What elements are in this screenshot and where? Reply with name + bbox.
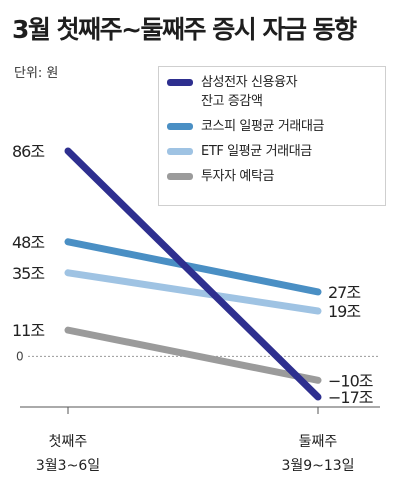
legend: 삼성전자 신용융자 잔고 증감액 코스피 일평균 거래대금 ETF 일평균 거래…	[158, 66, 386, 206]
value-label-start-kospi-volume: 48조	[12, 233, 44, 252]
legend-item-investor-deposit: 투자자 예탁금	[167, 167, 377, 186]
legend-item-samsung-margin: 삼성전자 신용융자 잔고 증감액	[167, 73, 377, 111]
zero-tick-label: 0	[16, 349, 24, 363]
series-line-etf-volume	[64, 269, 322, 315]
legend-label: 삼성전자 신용융자 잔고 증감액	[201, 75, 298, 109]
x-label-first: 첫째주	[49, 434, 88, 450]
legend-label: ETF 일평균 거래대금	[201, 144, 312, 159]
value-label-end-kospi-volume: 27조	[328, 283, 360, 302]
legend-swatch	[167, 148, 193, 155]
legend-label: 투자자 예탁금	[201, 169, 275, 184]
x-sublabel-first: 3월3~6일	[36, 458, 100, 474]
legend-swatch	[167, 79, 193, 86]
unit-label: 단위: 원	[14, 66, 59, 81]
value-label-start-investor-deposit: 11조	[12, 321, 44, 340]
value-label-start-samsung-margin: 86조	[12, 142, 44, 161]
legend-swatch	[167, 123, 193, 130]
chart-title: 3월 첫째주~둘째주 증시 자금 동향	[12, 15, 357, 44]
value-label-start-etf-volume: 35조	[12, 264, 44, 283]
value-label-end-etf-volume: 19조	[328, 302, 360, 321]
legend-item-etf-volume: ETF 일평균 거래대금	[167, 142, 377, 161]
legend-swatch	[167, 173, 193, 180]
x-label-second: 둘째주	[299, 434, 338, 450]
series-line-investor-deposit	[64, 326, 322, 384]
legend-label: 코스피 일평균 거래대금	[201, 119, 325, 134]
series-line-kospi-volume	[64, 238, 322, 296]
legend-item-kospi-volume: 코스피 일평균 거래대금	[167, 117, 377, 136]
x-sublabel-second: 3월9~13일	[281, 458, 354, 474]
value-label-end-samsung-margin: −17조	[328, 388, 373, 407]
series-line-samsung-margin	[64, 147, 322, 401]
value-label-end-investor-deposit: −10조	[328, 371, 373, 390]
